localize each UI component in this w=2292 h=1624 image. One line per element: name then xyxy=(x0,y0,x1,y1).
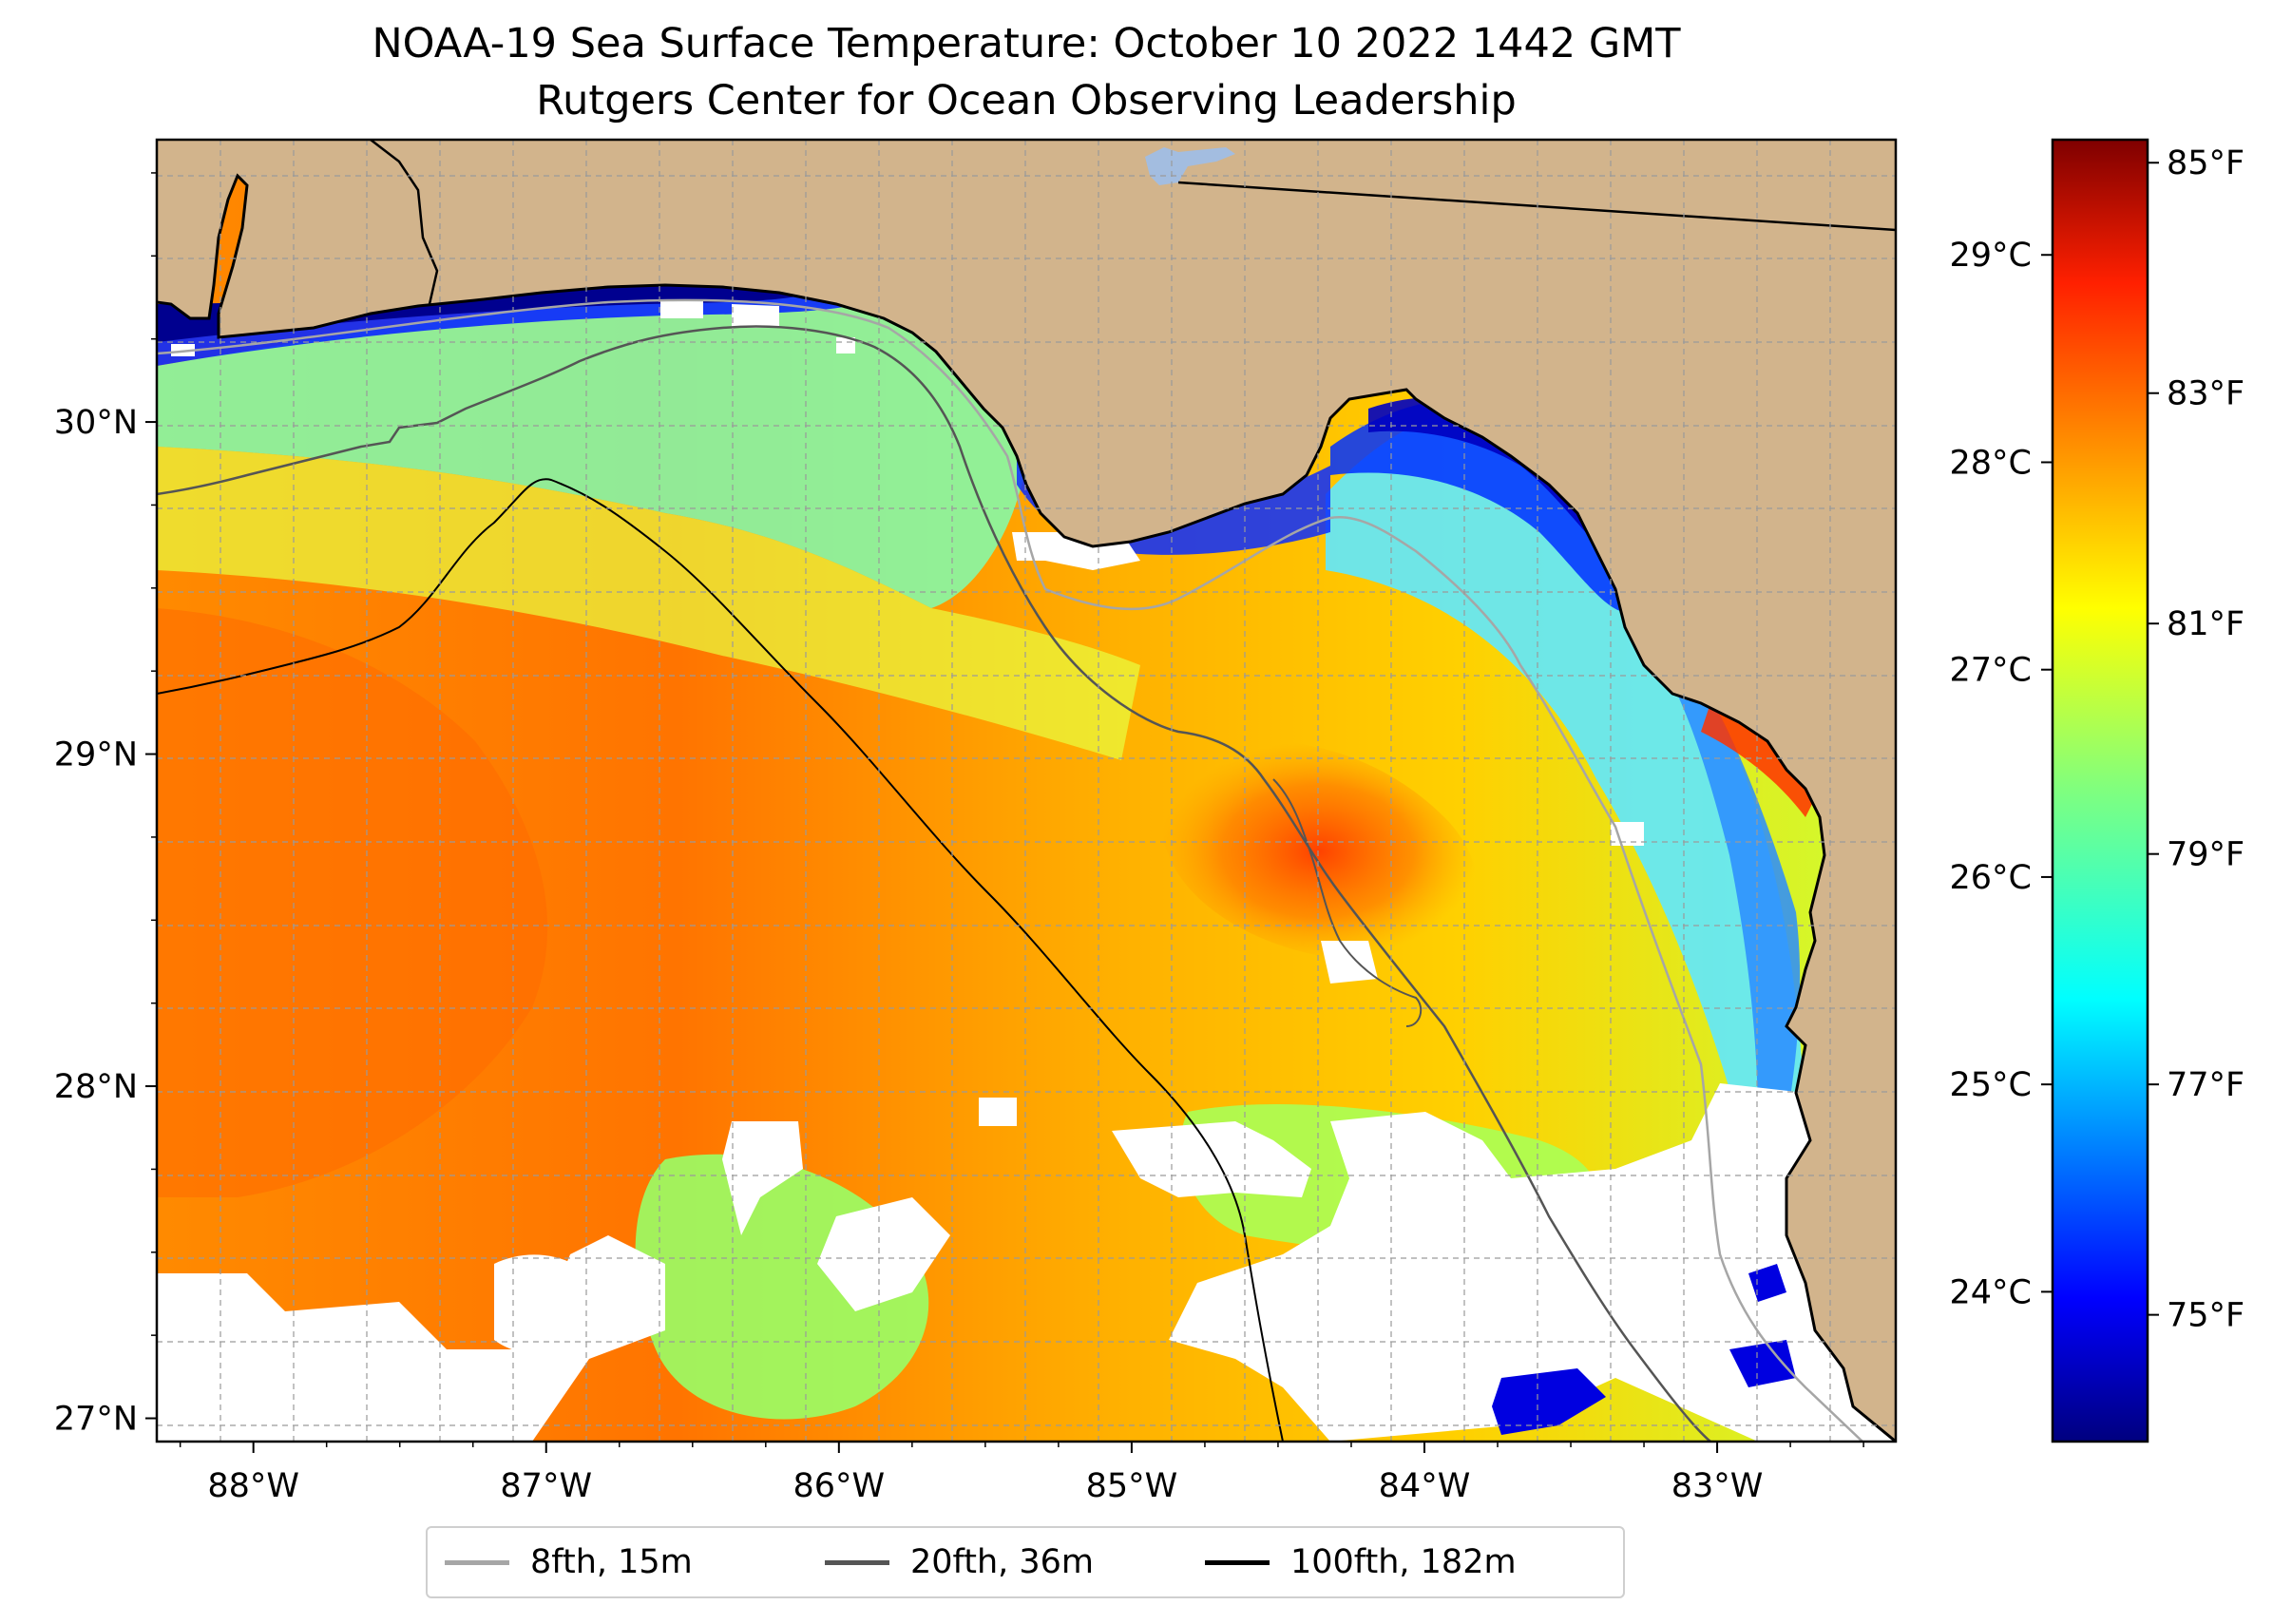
cbar-f-label: 83°F xyxy=(2167,375,2244,413)
isobath-legend: 8fth, 15m 20fth, 36m 100fth, 182m xyxy=(426,1526,1625,1598)
legend-swatch-100fth xyxy=(1205,1559,1270,1565)
chart-subtitle: Rutgers Center for Ocean Observing Leade… xyxy=(536,77,1517,124)
southeast-cold-patches xyxy=(1492,1264,1796,1435)
land-northern-gulf-coast xyxy=(157,140,1896,1442)
lon-tick-label: 84°W xyxy=(1379,1467,1471,1505)
lon-tick-label: 83°W xyxy=(1671,1467,1764,1505)
sst-panhandle-coastal-dark xyxy=(157,282,817,342)
legend-label-8fth: 8fth, 15m xyxy=(530,1543,693,1581)
isobath-8fth-15m xyxy=(157,298,1863,1442)
lon-tick-label: 88°W xyxy=(207,1467,299,1505)
cbar-f-label: 85°F xyxy=(2167,144,2244,182)
map-frame xyxy=(155,138,1898,1443)
cbar-c-label: 29°C xyxy=(1950,237,2032,275)
cbar-c-label: 28°C xyxy=(1950,444,2032,482)
legend-swatch-8fth xyxy=(445,1559,509,1565)
coastline xyxy=(157,173,1896,1442)
lat-tick-label: 29°N xyxy=(54,736,138,774)
lon-tick-label: 87°W xyxy=(500,1467,592,1505)
legend-swatch-20fth xyxy=(825,1559,889,1565)
isobath-20fth-36m xyxy=(157,325,1711,1442)
latitude-axis: 27°N 28°N 29°N 30°N xyxy=(54,172,157,1439)
legend-label-100fth: 100fth, 182m xyxy=(1290,1543,1517,1581)
apalachicola-bay-contour xyxy=(1272,778,1423,1027)
cbar-f-label: 75°F xyxy=(2167,1297,2244,1335)
cbar-f-label: 79°F xyxy=(2167,836,2244,874)
lon-tick-label: 85°W xyxy=(1086,1467,1178,1505)
sst-eastern-shelf-cool xyxy=(1326,409,1805,1122)
legend-label-20fth: 20fth, 36m xyxy=(910,1543,1095,1581)
cbar-c-label: 25°C xyxy=(1950,1066,2032,1104)
cbar-c-label: 27°C xyxy=(1950,652,2032,690)
legend-item-8fth: 8fth, 15m xyxy=(445,1528,693,1596)
sst-bigbend-cool-edge xyxy=(1672,665,1801,1121)
cbar-f-label: 81°F xyxy=(2167,605,2244,643)
sst-nearshore-green xyxy=(157,292,1032,608)
longitude-axis: 88°W 87°W 86°W 85°W 84°W 83°W xyxy=(179,1442,1864,1505)
cbar-c-label: 26°C xyxy=(1950,859,2032,897)
colorbar-celsius-axis: 24°C 25°C 26°C 27°C 28°C 29°C xyxy=(1950,237,2053,1311)
map-panel xyxy=(157,140,1896,1442)
lake-seminole xyxy=(1145,147,1235,185)
colorbar xyxy=(2051,138,2149,1443)
lat-tick-label: 27°N xyxy=(54,1401,138,1439)
lon-tick-label: 86°W xyxy=(793,1467,886,1505)
sst-western-warm-orange xyxy=(157,608,548,1197)
isobath-100fth-182m xyxy=(157,478,1284,1442)
sst-bigbend-red-fringe xyxy=(1701,703,1815,817)
chart-title: NOAA-19 Sea Surface Temperature: October… xyxy=(372,20,1681,67)
legend-item-100fth: 100fth, 182m xyxy=(1205,1528,1517,1596)
no-data-regions xyxy=(157,299,1896,1442)
graticule-grid xyxy=(157,140,1896,1442)
cbar-c-label: 24°C xyxy=(1950,1273,2032,1311)
cbar-f-label: 77°F xyxy=(2167,1066,2244,1104)
state-border-west xyxy=(370,140,439,305)
sst-eastern-shelf-blue xyxy=(1330,399,1634,612)
lat-tick-label: 28°N xyxy=(54,1068,138,1106)
colorbar-fahrenheit-axis: 75°F 77°F 79°F 81°F 83°F 85°F xyxy=(2148,144,2244,1335)
lat-tick-label: 30°N xyxy=(54,404,138,442)
sst-yellow-mid xyxy=(157,447,1140,760)
legend-item-20fth: 20fth, 36m xyxy=(825,1528,1094,1596)
